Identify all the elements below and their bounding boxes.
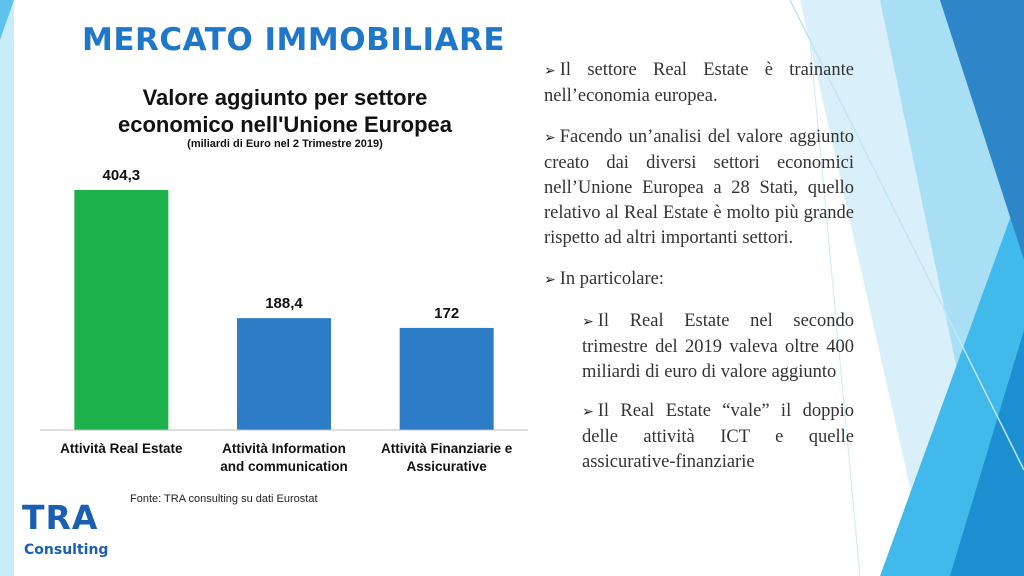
arrow-bullet-icon: ➢ [582, 404, 594, 420]
deco-triangle-top [940, 0, 1024, 260]
category-label: Attività Information [222, 441, 346, 456]
deco-triangle-blue [950, 330, 1024, 576]
bullet-item: ➢ Il settore Real Estate è trainante nell… [544, 58, 854, 109]
bullet-item: ➢ Facendo un’analisi del valore aggiunto … [544, 125, 854, 251]
category-label: Assicurative [407, 459, 488, 474]
category-label: and communication [220, 459, 348, 474]
data-label: 188,4 [265, 295, 303, 312]
bullet-item: ➢ Il Real Estate “vale” il doppio delle a… [582, 399, 854, 475]
bar-chart: 404,3 Attività Real Estate 188,4 Attività I… [40, 167, 528, 474]
company-logo-subtitle: Consulting [24, 542, 109, 558]
bullet-item: ➢ Il Real Estate nel secondo trimestre de… [582, 309, 854, 385]
bar [399, 327, 494, 430]
bullet-item: ➢ In particolare: [544, 267, 854, 293]
bullet-text: Il Real Estate “vale” il doppio delle at… [582, 401, 854, 472]
deco-line-2 [809, 39, 861, 576]
arrow-bullet-icon: ➢ [544, 63, 556, 79]
data-label: 404,3 [103, 167, 141, 184]
source-note: Fonte: TRA consulting su dati Eurostat [130, 493, 318, 505]
page-title: MERCATO IMMOBILIARE [82, 22, 506, 58]
arrow-bullet-icon: ➢ [582, 314, 594, 330]
bullet-text: Facendo un’analisi del valore aggiunto c… [544, 127, 854, 248]
bullet-text: In particolare: [559, 269, 664, 289]
company-logo: TRA [22, 498, 99, 537]
bar [237, 318, 331, 430]
chart-title: Valore aggiunto per settore economico ne… [117, 85, 453, 137]
data-label: 172 [434, 305, 459, 322]
bullet-text: Il settore Real Estate è trainante nell’… [544, 60, 854, 106]
bullet-text: Il Real Estate nel secondo trimestre del… [582, 311, 854, 382]
category-label: Attività Finanziarie e [381, 441, 513, 456]
deco-line [789, 0, 1024, 471]
category-label: Attività Real Estate [60, 441, 183, 456]
bullet-list: ➢ Il settore Real Estate è trainante nell… [544, 58, 854, 489]
left-accent-bar [0, 0, 14, 576]
bar [74, 190, 169, 430]
arrow-bullet-icon: ➢ [544, 130, 556, 146]
chart-subtitle: (miliardi di Euro nel 2 Trimestre 2019) [187, 138, 383, 150]
arrow-bullet-icon: ➢ [544, 272, 556, 288]
